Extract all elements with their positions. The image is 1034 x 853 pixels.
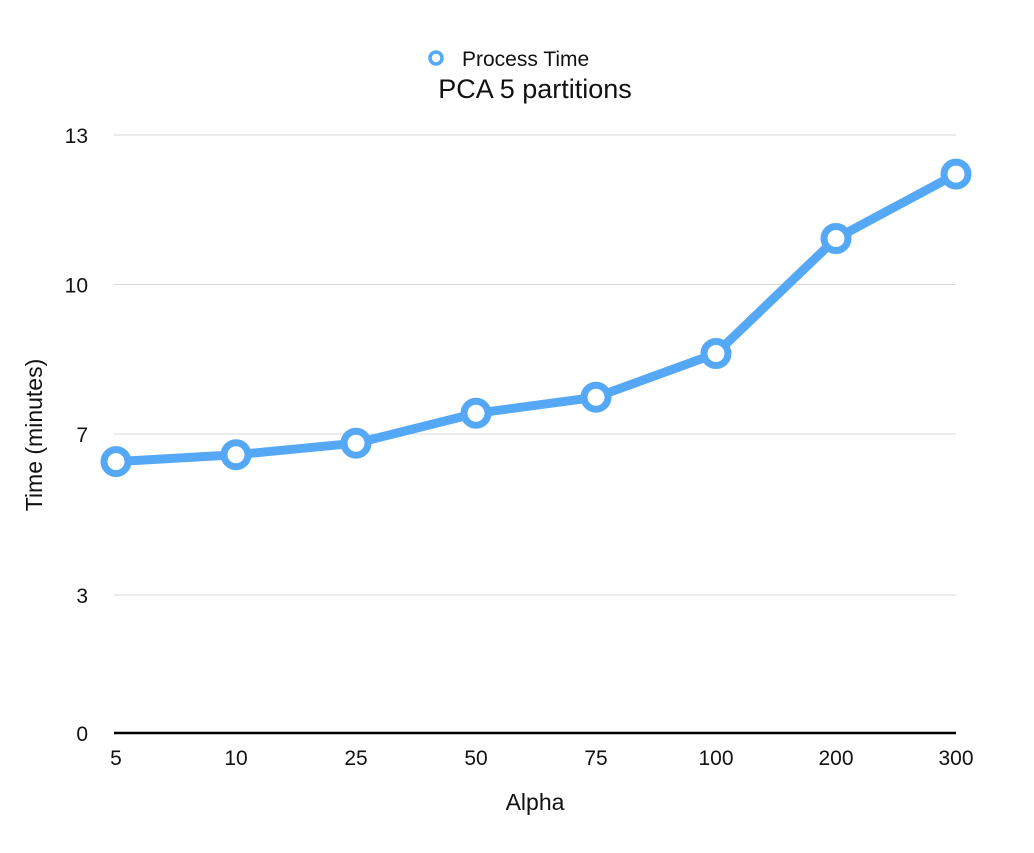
y-tick-label: 10 (65, 275, 88, 298)
data-point (940, 158, 972, 190)
data-point (340, 427, 372, 459)
data-point (580, 381, 612, 413)
chart-title: PCA 5 partitions (438, 74, 632, 104)
x-tick-labels: 5 10 25 50 75 100 200 300 (110, 747, 973, 770)
x-tick-label: 300 (938, 747, 973, 770)
x-tick-label: 75 (584, 747, 607, 770)
y-tick-label: 0 (76, 723, 88, 746)
y-tick-label: 3 (76, 585, 88, 608)
y-tick-label: 13 (65, 125, 88, 148)
grid-lines (114, 134, 956, 596)
data-point (220, 439, 252, 471)
data-point (700, 338, 732, 369)
x-tick-label: 200 (818, 747, 853, 770)
data-point (820, 223, 852, 254)
x-tick-label: 10 (224, 747, 247, 770)
series-line (111, 169, 961, 467)
x-tick-label: 5 (110, 747, 122, 770)
y-tick-label: 7 (76, 424, 88, 447)
series-group (100, 158, 972, 478)
legend-marker (428, 50, 444, 66)
data-point (460, 397, 492, 429)
x-axis-title: Alpha (506, 789, 565, 815)
y-axis-title: Time (minutes) (21, 359, 47, 512)
x-tick-label: 25 (344, 747, 367, 770)
x-tick-label: 50 (464, 747, 487, 770)
y-tick-labels: 0 3 7 10 13 (65, 125, 88, 746)
data-point (100, 446, 132, 478)
x-tick-label: 100 (698, 747, 733, 770)
legend-label: Process Time (462, 48, 589, 71)
legend: Process Time (428, 48, 589, 71)
